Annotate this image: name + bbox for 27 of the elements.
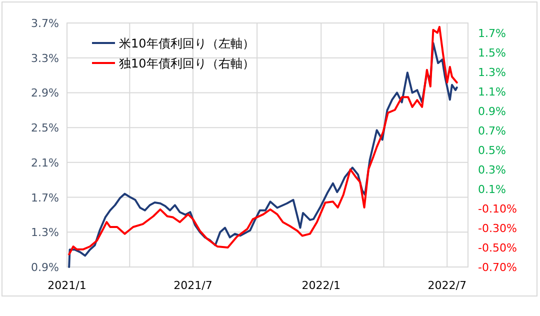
- y-tick-label: 3.7%: [31, 17, 59, 30]
- y-tick-label: 3.3%: [31, 52, 59, 65]
- y2-tick-label: -0.70%: [478, 261, 517, 274]
- x-tick-label: 2022/1: [302, 279, 340, 292]
- y-tick-label: 1.3%: [31, 226, 59, 240]
- x-tick-label: 2022/7: [428, 279, 466, 292]
- y-tick-label: 2.1%: [31, 156, 59, 170]
- y2-tick-label: 0.5%: [478, 144, 506, 157]
- x-tick-label: 2021/1: [48, 279, 86, 292]
- y2-tick-label: 0.9%: [478, 104, 506, 118]
- y-tick-label: 2.5%: [31, 122, 59, 135]
- y2-tick-label: -0.30%: [478, 222, 517, 235]
- y2-tick-label: 1.1%: [478, 85, 506, 98]
- y-tick-label: 0.9%: [31, 261, 59, 274]
- y2-tick-label: 0.3%: [478, 163, 506, 176]
- y2-tick-label: 1.5%: [478, 46, 506, 60]
- y-tick-label: 2.9%: [31, 86, 59, 100]
- y2-tick-label: 0.1%: [478, 182, 506, 196]
- legend-label: 米10年債利回り（左軸）: [119, 36, 254, 50]
- y2-tick-label: 0.7%: [478, 124, 506, 138]
- x-tick-label: 2021/7: [174, 279, 212, 292]
- y2-tick-label: -0.50%: [478, 241, 517, 254]
- y2-tick-label: 1.7%: [478, 26, 506, 40]
- y-tick-label: 1.7%: [31, 191, 59, 204]
- y2-tick-label: -0.10%: [478, 202, 517, 216]
- legend-label: 独10年債利回り（右軸）: [119, 56, 254, 70]
- y2-tick-label: 1.3%: [478, 66, 506, 79]
